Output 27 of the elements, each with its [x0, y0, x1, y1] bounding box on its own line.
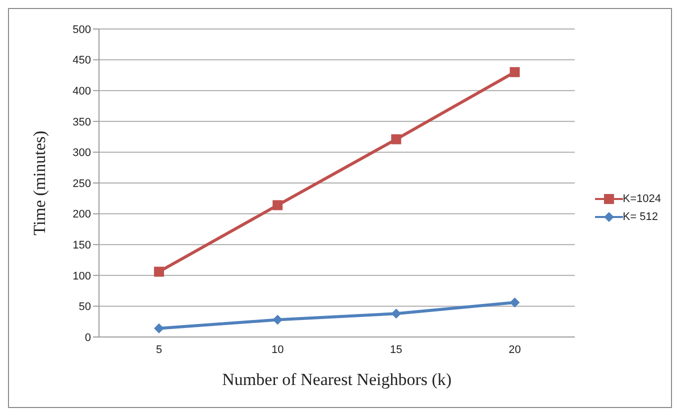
point [272, 314, 283, 325]
point [154, 323, 164, 334]
point [154, 266, 164, 277]
point [272, 200, 283, 210]
y-tick-label: 250 [72, 178, 91, 190]
x-tick-label: 5 [156, 344, 162, 356]
legend-label: K=1024 [622, 193, 661, 205]
y-axis-title: Time (minutes) [30, 130, 50, 236]
point [510, 298, 520, 308]
point [391, 134, 402, 144]
x-axis-title: Number of Nearest Neighbors (k) [222, 370, 452, 389]
y-tick-label: 150 [72, 240, 91, 252]
y-tick-label: 450 [72, 54, 91, 67]
y-tick-label: 100 [72, 270, 91, 282]
x-tick-label: 15 [390, 344, 402, 356]
x-tick-label: 10 [271, 344, 284, 356]
y-tick-label: 400 [72, 86, 91, 98]
y-tick-label: 300 [72, 147, 91, 160]
y-tick-label: 50 [78, 301, 91, 314]
point [510, 67, 520, 78]
point [391, 308, 402, 319]
y-tick-label: 200 [72, 208, 91, 221]
y-tick-label: 500 [72, 24, 91, 36]
y-tick-label: 0 [84, 332, 91, 344]
x-tick-label: 20 [508, 344, 521, 356]
y-tick-label: 350 [72, 116, 91, 128]
legend-label: K= 512 [622, 211, 658, 223]
